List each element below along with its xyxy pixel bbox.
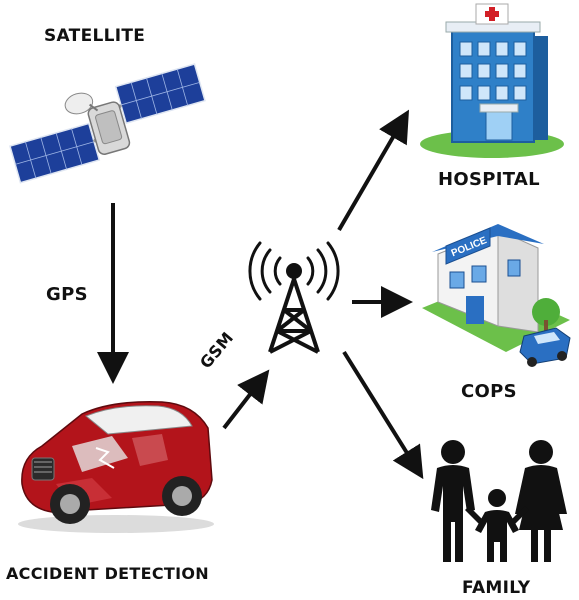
cell-tower-icon [248,241,340,354]
arrow-tower-to-family [342,350,424,480]
gps-label: GPS [46,284,88,305]
hospital-building-icon [420,3,564,158]
satellite-label: SATELLITE [44,26,146,46]
police-station-icon: POLICE [422,224,571,367]
arrow-car-to-tower [222,369,270,430]
accident-detection-label: ACCIDENT DETECTION [6,564,209,583]
family-label: FAMILY [462,578,531,598]
cops-label: COPS [461,381,517,402]
crashed-car-icon [18,401,214,533]
arrow-tower-to-hospital [337,109,410,232]
hospital-label: HOSPITAL [438,169,540,190]
satellite-icon [9,63,206,184]
family-icon [431,440,567,562]
